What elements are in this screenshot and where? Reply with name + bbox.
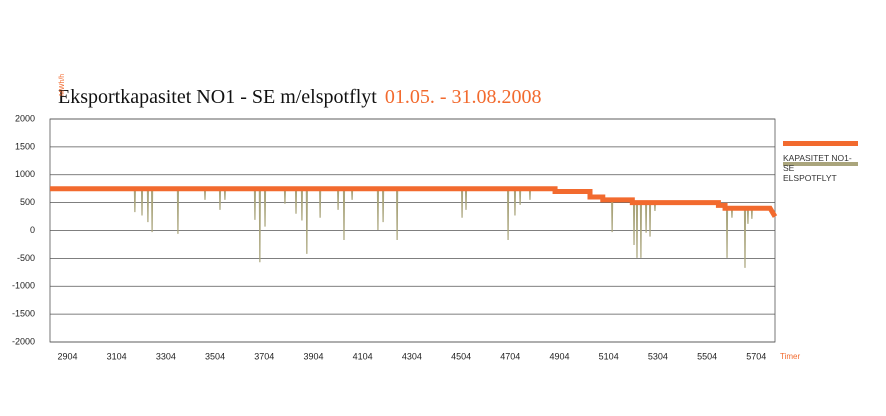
y-tick-label: 1000 [15, 169, 35, 179]
y-tick-label: -500 [17, 253, 35, 263]
y-tick-label: 1500 [15, 141, 35, 151]
y-tick-label: 2000 [15, 113, 35, 123]
x-tick-label: 5704 [746, 351, 766, 361]
x-axis-label: Timer [780, 352, 800, 361]
line [50, 186, 778, 218]
legend-swatch [783, 141, 858, 146]
y-tick-label: 0 [30, 225, 35, 235]
x-tick-label: 3504 [205, 351, 225, 361]
x-tick-label: 4304 [402, 351, 422, 361]
y-axis-label: MWh/h [59, 74, 66, 96]
x-tick-label: 4904 [549, 351, 569, 361]
legend-label: KAPASITET NO1-SE [783, 153, 852, 173]
x-tick-label: 4104 [353, 351, 373, 361]
y-tick-label: -1000 [12, 281, 35, 291]
legend-label: ELSPOTFLYT [783, 173, 837, 183]
x-tick-label: 5104 [599, 351, 619, 361]
x-tick-label: 5304 [648, 351, 668, 361]
chart-title: Eksportkapasitet NO1 - SE m/elspotflyt 01… [58, 86, 542, 108]
x-tick-label: 2904 [57, 351, 77, 361]
y-tick-label: -2000 [12, 336, 35, 346]
legend-swatch [783, 162, 858, 166]
x-tick-label: 5504 [697, 351, 717, 361]
title: Eksportkapasitet NO1 - SE m/elspotflyt [58, 86, 377, 108]
subtitle: 01.05. - 31.08.2008 [385, 86, 542, 108]
x-tick-label: 3104 [107, 351, 127, 361]
y-tick-label: -1500 [12, 309, 35, 319]
x-tick-label: 3904 [303, 351, 323, 361]
x-tick-label: 3304 [156, 351, 176, 361]
y-tick-label: 500 [20, 197, 35, 207]
x-tick-label: 3704 [254, 351, 274, 361]
x-tick-label: 4504 [451, 351, 471, 361]
x-tick-label: 4704 [500, 351, 520, 361]
